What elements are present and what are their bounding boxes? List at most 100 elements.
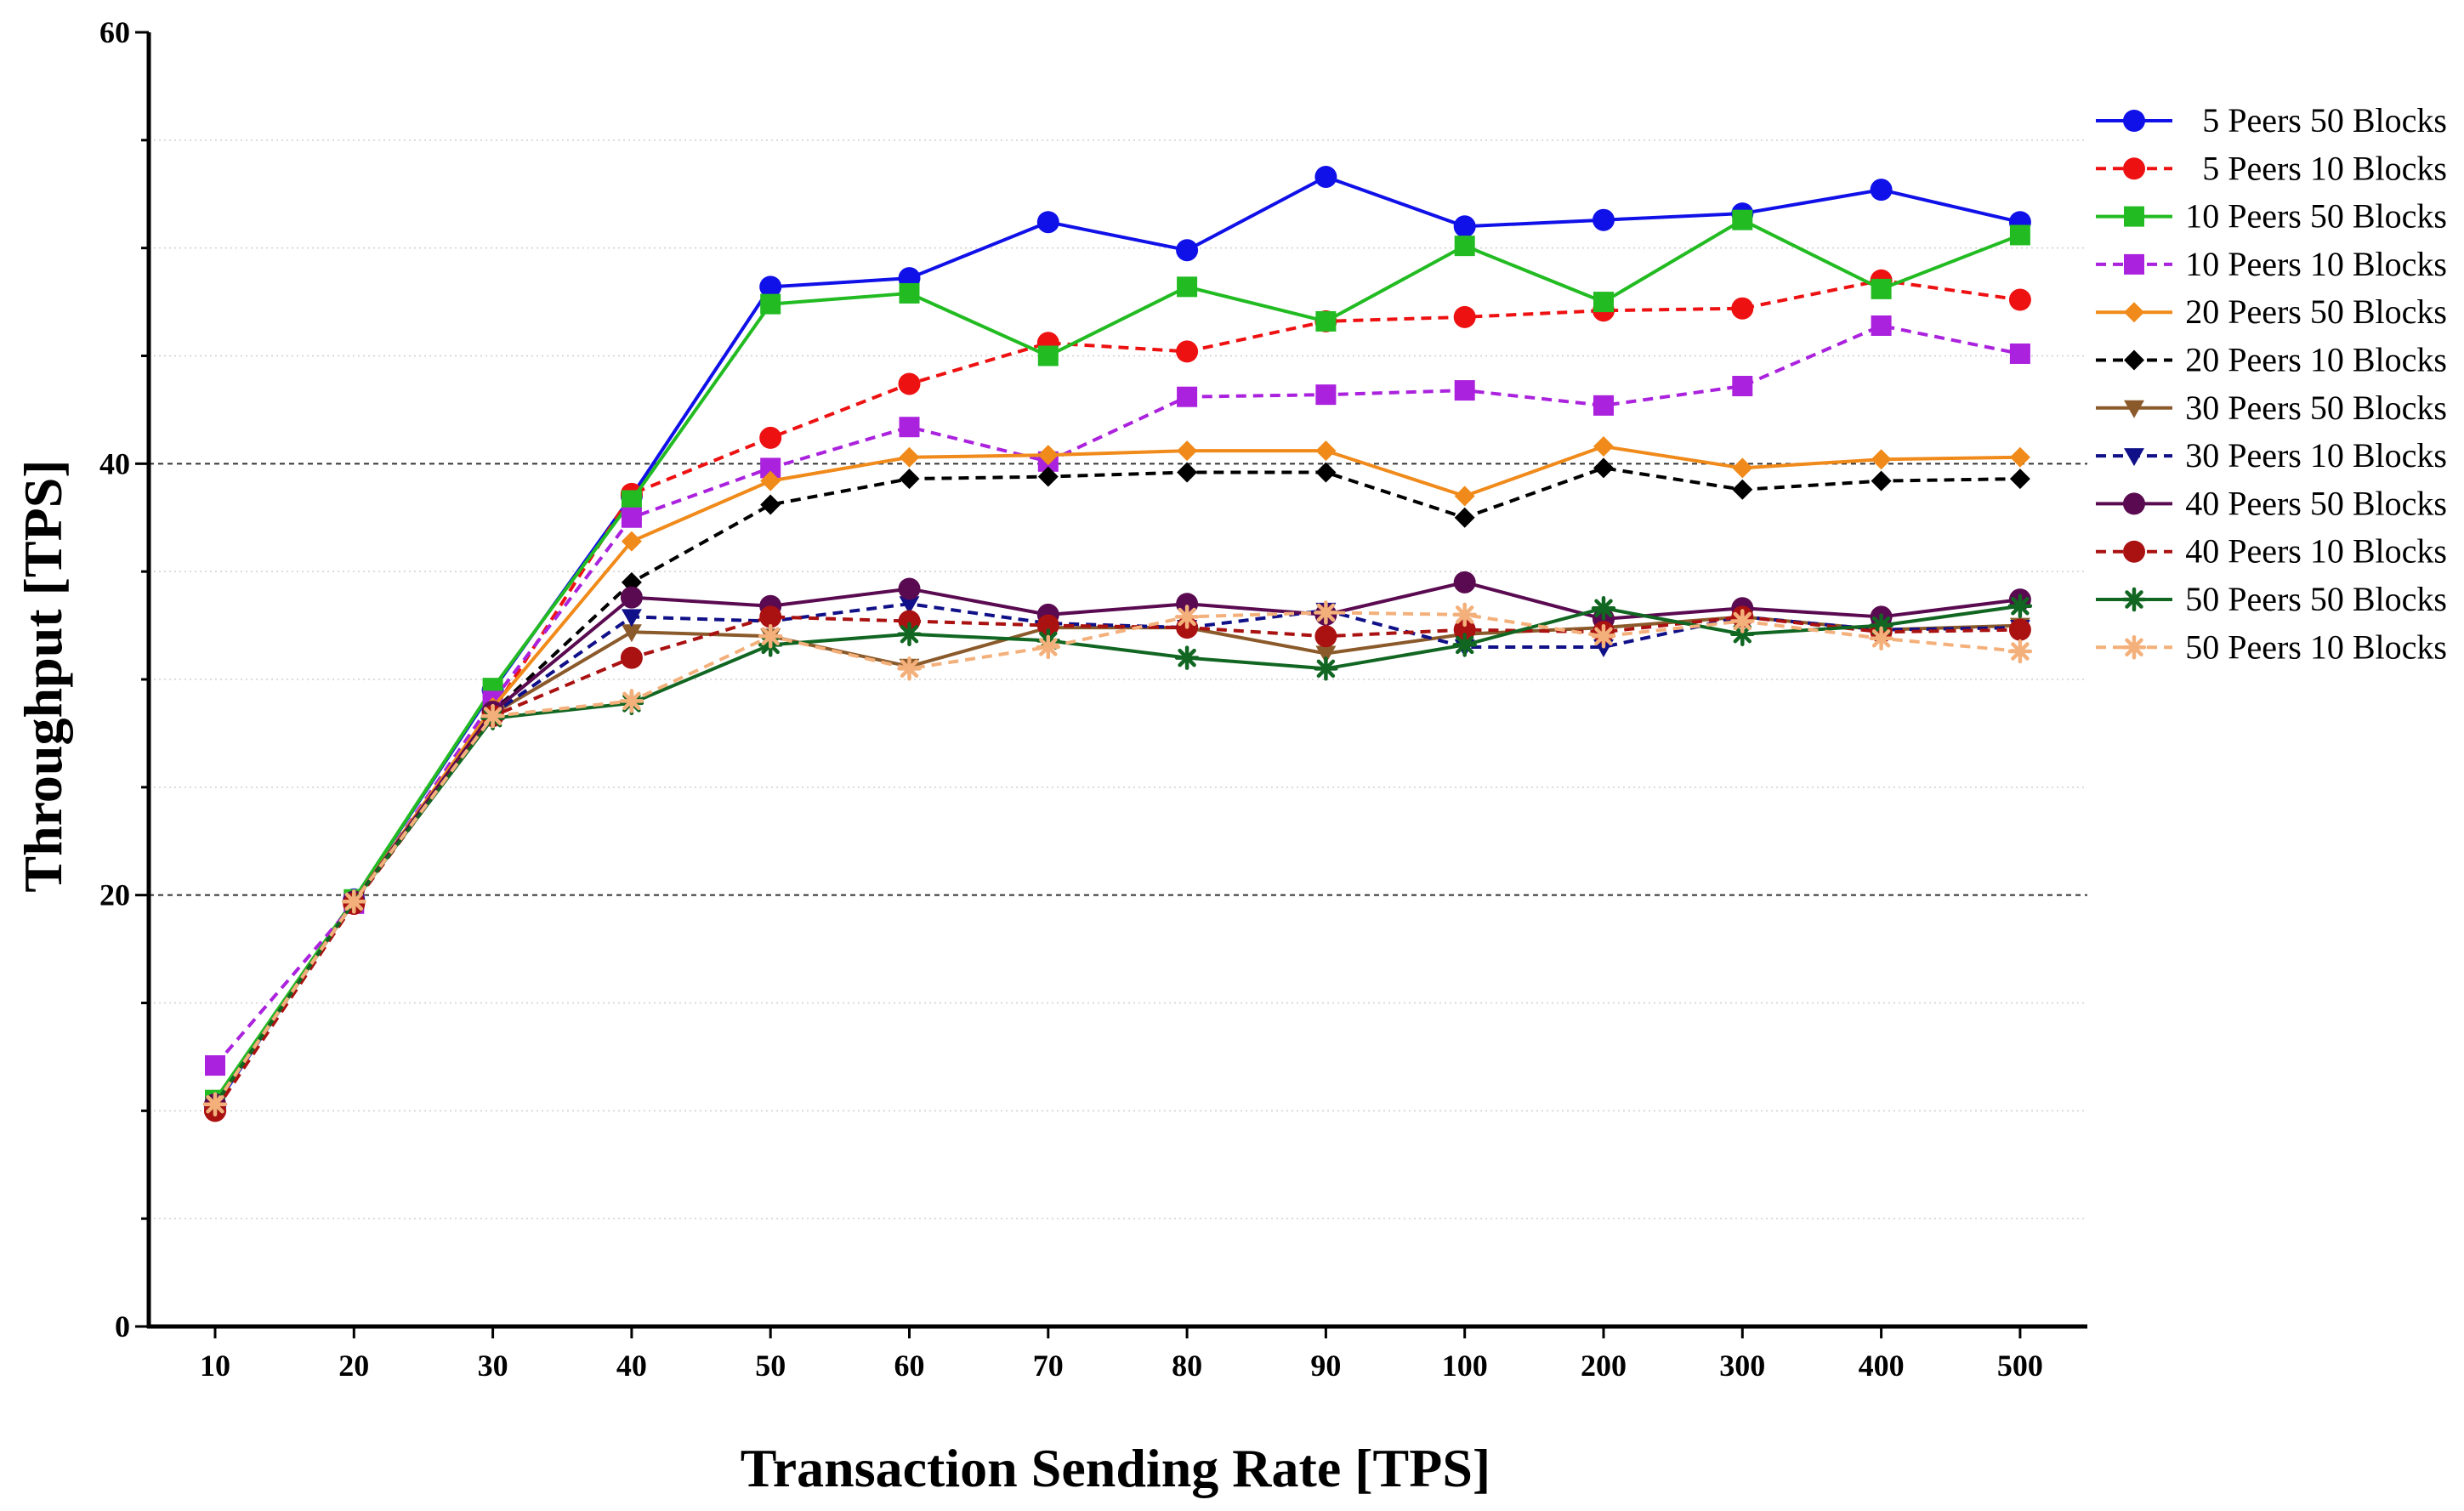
x-tick-label: 500 [1997,1349,2043,1383]
data-point-marker [620,646,643,669]
x-tick-label: 80 [1172,1349,1202,1383]
data-point-marker [1036,211,1059,234]
star-stroke [206,1094,224,1114]
series-10-peers-10-blocks [205,315,2030,1076]
legend-label: 10 Peers 50 Blocks [2185,197,2447,236]
data-point-marker [1591,624,1616,649]
data-point-marker [1870,179,1893,202]
series-line [213,604,2021,1105]
series-line [213,278,2021,1112]
data-point-marker [1454,507,1475,528]
data-point-marker [1314,656,1338,681]
legend-label: 50 Peers 10 Blocks [2185,628,2447,666]
data-point-marker [2008,618,2031,641]
data-point-marker [1176,340,1199,363]
legend-entry: 40 Peers 10 Blocks [2096,532,2447,571]
data-point-marker [2121,635,2147,660]
data-point-marker [1453,571,1476,594]
data-point-marker [899,469,920,490]
star-stroke [1733,624,1752,644]
y-tick-label: 40 [99,446,130,480]
x-tick-label: 40 [616,1349,647,1383]
series-line [213,218,2021,1101]
data-point-marker [1454,486,1475,507]
data-point-marker [2009,446,2030,468]
data-point-marker [2123,492,2145,515]
data-point-marker [2124,206,2144,227]
data-point-marker [1037,445,1059,466]
data-point-marker [898,577,921,600]
x-tick-label: 70 [1033,1349,1064,1383]
star-stroke [2125,590,2143,609]
data-point-marker [1315,462,1337,483]
data-point-marker [621,609,642,628]
data-point-marker [2124,253,2144,275]
data-point-marker [2009,469,2030,490]
series-30-peers-50-blocks [205,609,2030,1115]
series-30-peers-10-blocks [205,596,2030,1115]
data-point-marker [1315,384,1337,406]
data-point-marker [1314,625,1337,648]
data-point-marker [1593,292,1614,313]
data-point-marker [1732,209,1753,230]
star-stroke [1316,603,1336,622]
data-point-marker [1454,380,1475,401]
data-point-marker [1177,276,1198,298]
data-point-marker [1315,645,1337,664]
data-point-marker [1452,633,1477,657]
legend-label: 5 Peers 50 Blocks [2202,101,2447,139]
data-point-marker [1730,609,1755,633]
data-point-marker [897,656,922,681]
data-point-marker [1452,602,1477,628]
data-point-marker [1315,440,1337,462]
data-point-marker [2007,639,2033,664]
x-tick-label: 20 [338,1349,369,1383]
series-5-peers-50-blocks [204,165,2031,1118]
legend-entry: 5 Peers 10 Blocks [2096,149,2447,187]
star-stroke [1178,648,1196,667]
data-point-marker [1176,239,1199,262]
series-line [213,323,2021,1067]
grid-lines [149,139,2087,1219]
data-point-marker [1732,376,1753,397]
star-stroke [1455,635,1474,655]
legend-entry: 10 Peers 50 Blocks [2096,197,2447,236]
legend-label: 40 Peers 10 Blocks [2185,532,2447,571]
star-stroke [1455,605,1474,624]
data-point-marker [899,417,920,438]
series-20-peers-10-blocks [205,457,2030,1115]
series-line [213,611,2021,1105]
data-point-marker [1593,395,1614,416]
data-point-marker [760,293,781,315]
axes: 0 20 40 60 10 20 30 40 50 60 70 80 90 100 200 300 400 500 [99,15,2087,1383]
data-point-marker [1177,386,1198,407]
legend-label: 30 Peers 10 Blocks [2185,436,2447,474]
series-line [213,580,2021,1105]
data-point-marker [1036,634,1061,660]
data-point-marker [342,889,366,914]
series-50-peers-10-blocks [202,600,2033,1116]
star-stroke [622,691,641,711]
data-point-marker [2123,157,2145,180]
data-point-marker [1453,305,1476,328]
data-point-marker [1454,236,1475,257]
data-point-marker [2007,594,2033,619]
data-point-marker [898,372,921,395]
x-tick-label: 400 [1859,1349,1905,1383]
data-point-marker [1871,315,1892,336]
data-point-marker [1871,278,1892,299]
y-tick-label: 60 [99,15,130,49]
x-tick-label: 30 [478,1349,508,1383]
x-tick-label: 100 [1442,1349,1488,1383]
data-point-marker [2124,349,2144,371]
x-tick-label: 90 [1310,1349,1341,1383]
data-point-marker [619,689,644,713]
y-tick-label: 0 [115,1309,130,1343]
series-line [213,466,2020,1105]
data-point-marker [621,571,642,593]
data-point-marker [1037,466,1059,487]
data-point-marker [899,596,920,615]
series-50-peers-50-blocks [202,594,2033,1116]
star-stroke [2011,597,2030,616]
data-point-marker [1593,208,1615,231]
